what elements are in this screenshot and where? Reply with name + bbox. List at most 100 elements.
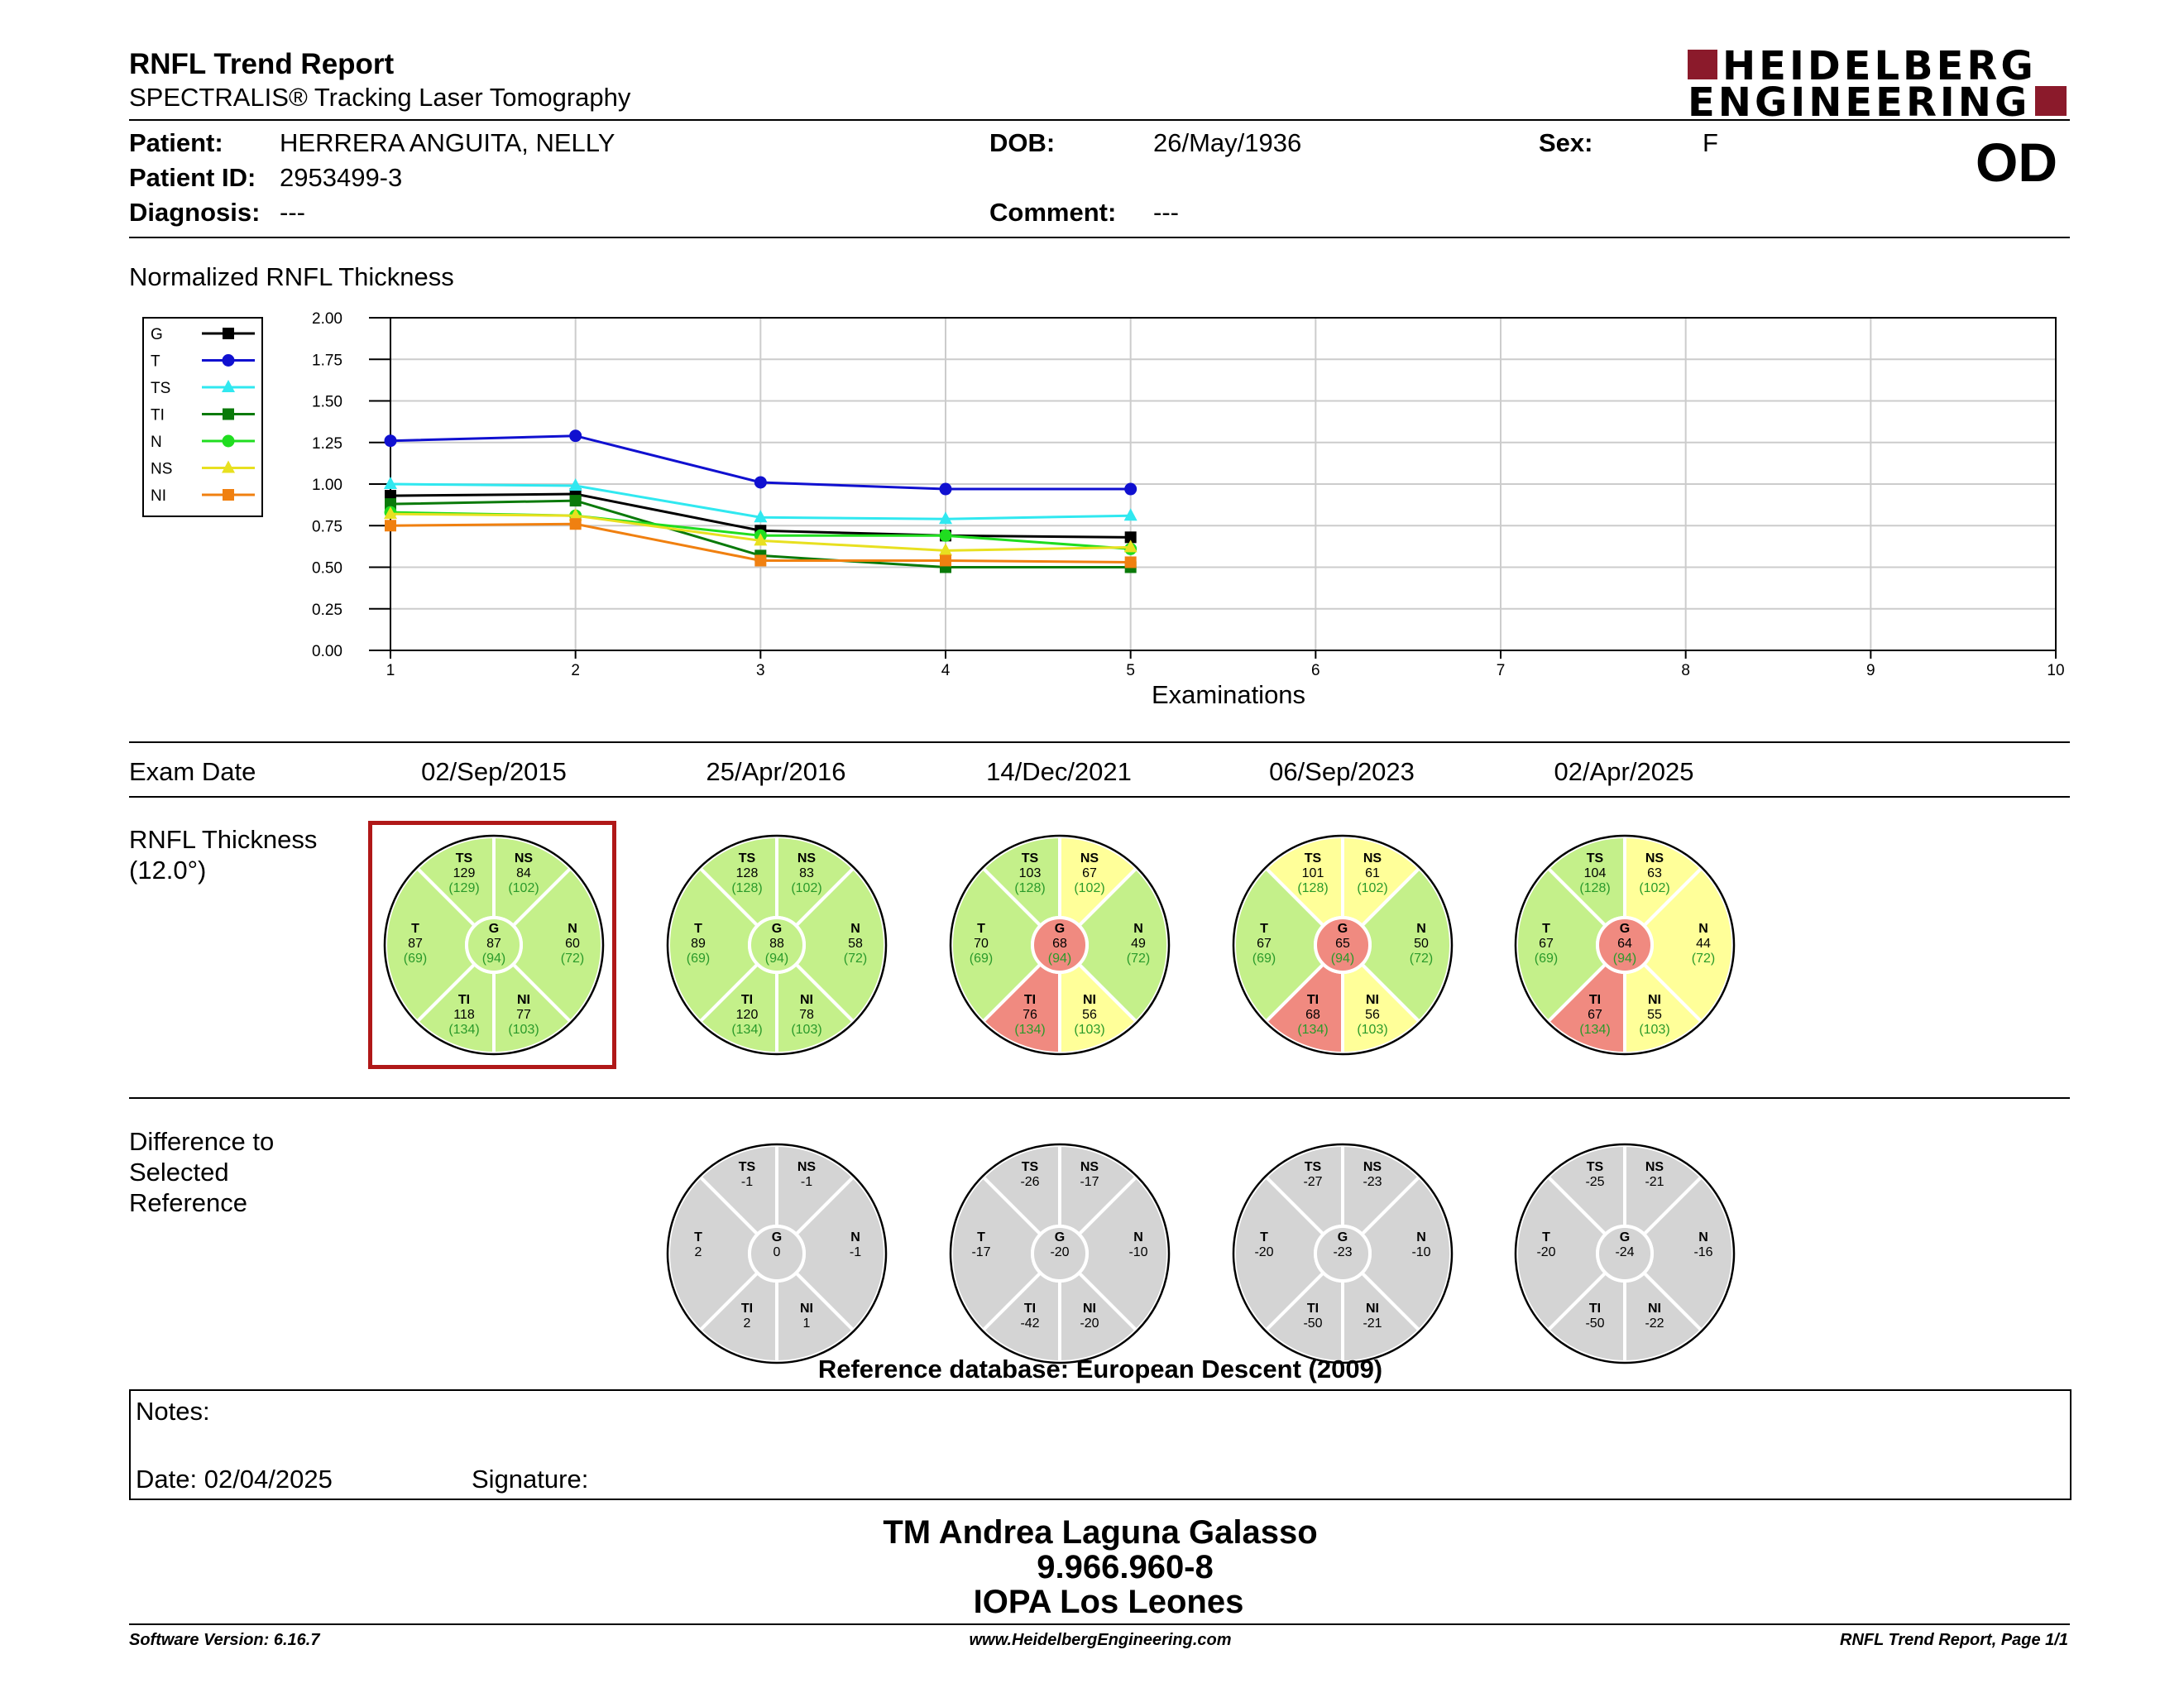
data-point-ni <box>569 518 582 530</box>
sector-value-ti: 67 <box>1588 1008 1602 1022</box>
sector-name-n: N <box>1698 922 1708 936</box>
comment-label: Comment: <box>989 198 1117 227</box>
patient-name: HERRERA ANGUITA, NELLY <box>280 128 615 157</box>
sector-reference-ti: (134) <box>1297 1023 1328 1037</box>
sector-value-ti: -50 <box>1585 1316 1604 1331</box>
sector-value-ts: -25 <box>1585 1175 1604 1189</box>
sector-name-ns: NS <box>1080 1160 1099 1174</box>
sector-reference-ts: (128) <box>731 881 762 895</box>
x-tick-label: 5 <box>1126 662 1135 679</box>
sector-value-n: -1 <box>850 1245 861 1259</box>
sector-value-ts: 128 <box>736 866 759 880</box>
sector-value-ns: -1 <box>801 1175 812 1189</box>
exam-date-5: 02/Apr/2025 <box>1554 757 1694 786</box>
sector-value-t: -17 <box>971 1245 990 1259</box>
series-ni <box>385 518 1137 568</box>
sector-name-ns: NS <box>1645 1160 1664 1174</box>
y-tick-label: 1.50 <box>312 394 342 411</box>
notes-box[interactable] <box>129 1389 2071 1500</box>
sector-value-n: 49 <box>1131 937 1146 951</box>
sector-value-ns: 67 <box>1082 866 1097 880</box>
patient-divider <box>129 237 2070 238</box>
sector-value-ts: -1 <box>741 1175 753 1189</box>
sector-reference-ts: (128) <box>1014 881 1045 895</box>
sector-value-n: -10 <box>1128 1245 1147 1259</box>
sector-value-ni: -20 <box>1080 1316 1099 1331</box>
sector-name-ti: TI <box>1024 993 1036 1007</box>
sector-reference-n: (72) <box>561 952 584 966</box>
sector-value-n: 58 <box>848 937 863 951</box>
sector-name-ts: TS <box>1587 851 1604 866</box>
exam-date-3: 14/Dec/2021 <box>986 757 1132 786</box>
sector-name-t: T <box>977 1230 985 1244</box>
trend-chart: 1 2 3 4 5 6 7 8 9 10 0.00 0.25 0.50 0.75 1.00 1.25 1.50 1… <box>142 310 2065 679</box>
sector-name-n: N <box>850 1230 860 1244</box>
sector-name-ni: NI <box>1648 1302 1661 1316</box>
sector-outline <box>949 834 1171 1056</box>
sector-reference-g: (94) <box>482 952 505 966</box>
reference-database: Reference database: European Descent (20… <box>817 1355 1383 1383</box>
y-tick-label: 1.00 <box>312 477 342 494</box>
legend-marker <box>223 408 234 420</box>
sector-name-n: N <box>1416 922 1426 936</box>
legend-marker <box>222 354 235 367</box>
sector-name-ti: TI <box>1024 1302 1036 1316</box>
data-point-ni <box>754 554 767 567</box>
sector-name-t: T <box>977 922 985 936</box>
legend-box <box>142 317 263 517</box>
data-point-ns <box>568 508 582 521</box>
legend-label: T <box>151 353 160 371</box>
sector-name-g: G <box>1055 922 1065 936</box>
sector-name-ts: TS <box>1587 1160 1604 1174</box>
exam-date-4: 06/Sep/2023 <box>1269 757 1415 786</box>
report-title: RNFL Trend Report <box>129 48 395 80</box>
sector-value-g: 68 <box>1052 937 1067 951</box>
sector-outline <box>1514 1143 1736 1364</box>
data-point-ni <box>1124 556 1137 568</box>
signature-id: 9.966.960-8 <box>1037 1549 1214 1585</box>
sector-name-t: T <box>411 922 419 936</box>
y-tick-label: 1.25 <box>312 435 342 453</box>
notes-date: Date: 02/04/2025 <box>136 1465 333 1494</box>
sector-value-t: -20 <box>1254 1245 1273 1259</box>
signature-label: Signature: <box>472 1465 589 1494</box>
data-point-ni <box>385 520 396 532</box>
sector-name-n: N <box>1416 1230 1426 1244</box>
sector-reference-ts: (128) <box>1297 881 1328 895</box>
sector-name-t: T <box>694 1230 702 1244</box>
sector-value-ts: 101 <box>1302 866 1324 880</box>
sector-reference-g: (94) <box>1331 952 1354 966</box>
y-tick-label: 0.50 <box>312 560 342 578</box>
sector-value-t: 70 <box>974 937 989 951</box>
sector-value-g: 88 <box>769 937 784 951</box>
sex-label: Sex: <box>1539 128 1593 157</box>
sector-reference-ns: (102) <box>791 881 821 895</box>
sector-value-n: -16 <box>1693 1245 1712 1259</box>
sector-name-n: N <box>850 922 860 936</box>
sector-name-ni: NI <box>800 1302 813 1316</box>
sector-name-ts: TS <box>739 1160 756 1174</box>
sector-value-n: -10 <box>1411 1245 1430 1259</box>
sector-global <box>1596 916 1654 974</box>
thickness-label: RNFL Thickness <box>129 825 318 854</box>
sector-global <box>1031 1225 1089 1283</box>
y-tick-label: 2.00 <box>312 310 342 328</box>
diagnosis-value: --- <box>280 198 305 227</box>
comment-value: --- <box>1153 198 1179 227</box>
sector-name-ts: TS <box>739 851 756 866</box>
sector-value-g: 65 <box>1335 937 1350 951</box>
sector-name-g: G <box>489 922 499 936</box>
sector-reference-ns: (102) <box>508 881 539 895</box>
dates-divider <box>129 796 2070 798</box>
sector-value-ni: 55 <box>1647 1008 1662 1022</box>
website-link[interactable]: www.HeidelbergEngineering.com <box>969 1631 1232 1649</box>
sector-name-ns: NS <box>797 851 817 866</box>
selected-reference-frame[interactable] <box>368 821 616 1069</box>
x-tick-label: 3 <box>756 662 765 679</box>
sector-name-g: G <box>1620 922 1630 936</box>
sector-value-ti: 120 <box>736 1008 759 1022</box>
y-tick-label: 1.75 <box>312 352 342 369</box>
